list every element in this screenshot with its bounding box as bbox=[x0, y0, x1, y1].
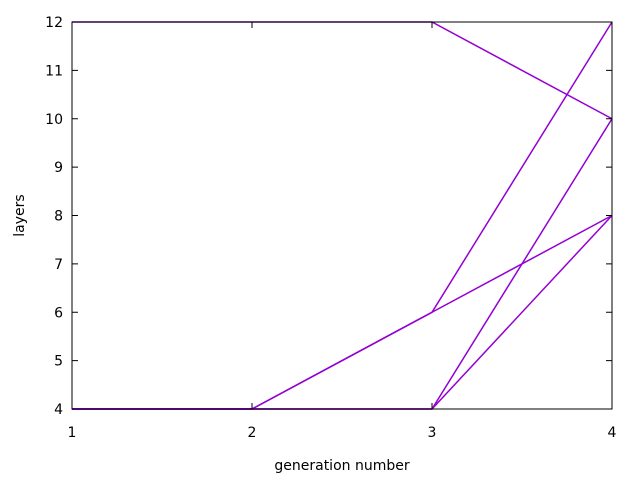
x-axis-label: generation number bbox=[274, 458, 409, 474]
series-line-4 bbox=[72, 118, 613, 410]
y-tick-label: 11 bbox=[45, 63, 63, 79]
y-tick-label: 8 bbox=[54, 209, 63, 225]
y-tick-label: 9 bbox=[54, 160, 63, 176]
series-line-1 bbox=[72, 21, 613, 120]
series-line-5 bbox=[72, 214, 613, 410]
y-tick-label: 7 bbox=[54, 257, 63, 273]
y-axis-label: layers bbox=[12, 194, 28, 236]
plot-frame bbox=[71, 21, 613, 410]
y-tick-label: 10 bbox=[45, 112, 63, 128]
series-line-3 bbox=[72, 214, 613, 410]
series-layer bbox=[72, 21, 613, 410]
y-tick-label: 6 bbox=[54, 305, 63, 321]
x-tick-label: 1 bbox=[68, 425, 77, 441]
x-tick-label: 2 bbox=[248, 425, 257, 441]
y-tick-label: 5 bbox=[54, 354, 63, 370]
x-tick-label: 4 bbox=[608, 425, 617, 441]
series-line-2 bbox=[72, 21, 613, 410]
y-tick-label: 12 bbox=[45, 15, 63, 31]
x-tick-label: 3 bbox=[428, 425, 437, 441]
y-tick-label: 4 bbox=[54, 402, 63, 418]
